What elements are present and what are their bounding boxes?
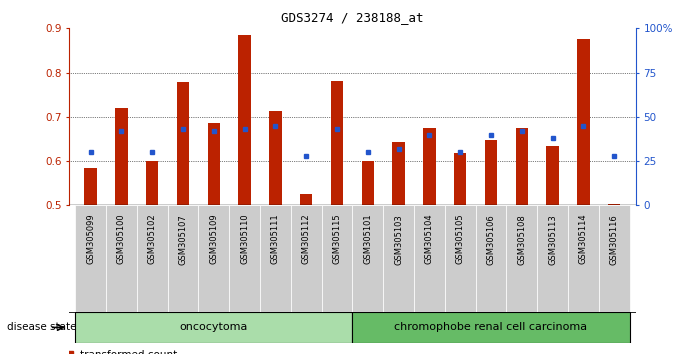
FancyBboxPatch shape xyxy=(106,205,137,312)
FancyBboxPatch shape xyxy=(260,205,291,312)
Bar xyxy=(485,140,497,205)
Text: chromophobe renal cell carcinoma: chromophobe renal cell carcinoma xyxy=(395,322,587,332)
Text: GSM305103: GSM305103 xyxy=(394,214,403,264)
FancyBboxPatch shape xyxy=(599,205,630,312)
FancyBboxPatch shape xyxy=(321,205,352,312)
Text: GDS3274 / 238188_at: GDS3274 / 238188_at xyxy=(281,11,424,24)
Bar xyxy=(269,111,281,205)
Bar xyxy=(177,82,189,205)
FancyBboxPatch shape xyxy=(75,205,106,312)
Text: GSM305101: GSM305101 xyxy=(363,214,372,264)
FancyBboxPatch shape xyxy=(198,205,229,312)
Text: oncocytoma: oncocytoma xyxy=(180,322,248,332)
FancyBboxPatch shape xyxy=(445,205,475,312)
Bar xyxy=(238,35,251,205)
Bar xyxy=(454,153,466,205)
Text: GSM305104: GSM305104 xyxy=(425,214,434,264)
Bar xyxy=(84,168,97,205)
Text: GSM305116: GSM305116 xyxy=(609,214,618,264)
Text: GSM305100: GSM305100 xyxy=(117,214,126,264)
Bar xyxy=(423,128,435,205)
Bar xyxy=(577,39,589,205)
Text: GSM305099: GSM305099 xyxy=(86,214,95,264)
FancyBboxPatch shape xyxy=(537,205,568,312)
Bar xyxy=(146,161,158,205)
Bar xyxy=(331,81,343,205)
Text: GSM305114: GSM305114 xyxy=(579,214,588,264)
Text: disease state: disease state xyxy=(7,322,77,332)
Bar xyxy=(300,194,312,205)
Text: GSM305110: GSM305110 xyxy=(240,214,249,264)
Text: GSM305108: GSM305108 xyxy=(518,214,527,264)
Text: GSM305112: GSM305112 xyxy=(302,214,311,264)
FancyBboxPatch shape xyxy=(291,205,321,312)
Bar xyxy=(515,128,528,205)
FancyBboxPatch shape xyxy=(137,205,168,312)
Bar xyxy=(115,108,128,205)
FancyBboxPatch shape xyxy=(168,205,198,312)
FancyBboxPatch shape xyxy=(75,312,352,343)
FancyBboxPatch shape xyxy=(568,205,599,312)
Bar xyxy=(208,123,220,205)
Bar xyxy=(392,142,405,205)
Bar xyxy=(361,161,374,205)
FancyBboxPatch shape xyxy=(352,312,630,343)
FancyBboxPatch shape xyxy=(414,205,445,312)
FancyBboxPatch shape xyxy=(229,205,260,312)
Text: GSM305109: GSM305109 xyxy=(209,214,218,264)
FancyBboxPatch shape xyxy=(475,205,507,312)
FancyBboxPatch shape xyxy=(384,205,414,312)
FancyBboxPatch shape xyxy=(507,205,537,312)
Bar xyxy=(608,204,621,205)
Text: GSM305111: GSM305111 xyxy=(271,214,280,264)
Text: GSM305105: GSM305105 xyxy=(455,214,464,264)
Bar xyxy=(547,145,559,205)
Text: GSM305107: GSM305107 xyxy=(178,214,187,264)
Text: GSM305115: GSM305115 xyxy=(332,214,341,264)
Text: transformed count: transformed count xyxy=(80,350,178,354)
FancyBboxPatch shape xyxy=(352,205,384,312)
Text: GSM305106: GSM305106 xyxy=(486,214,495,264)
Text: GSM305102: GSM305102 xyxy=(148,214,157,264)
Text: GSM305113: GSM305113 xyxy=(548,214,557,264)
